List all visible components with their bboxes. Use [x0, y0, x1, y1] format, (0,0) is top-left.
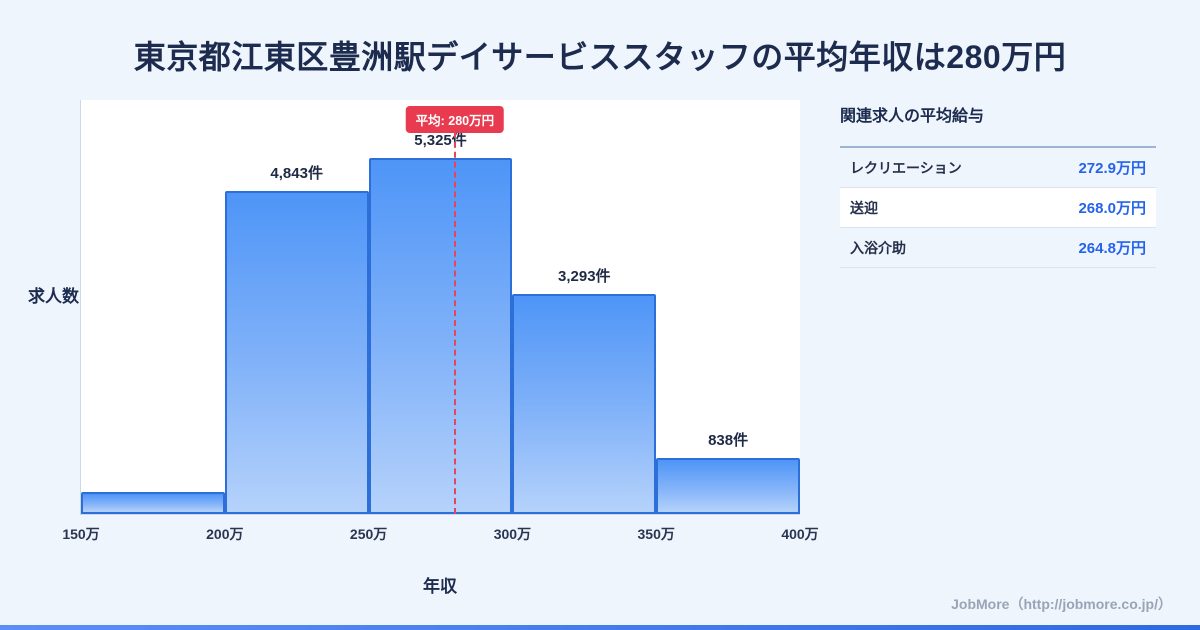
row-label: 入浴介助: [850, 239, 906, 256]
histogram-bar: [656, 458, 800, 514]
x-tick-label: 200万: [206, 526, 244, 542]
x-tick-label: 250万: [349, 526, 388, 542]
x-tick-label: 350万: [637, 526, 675, 542]
y-axis-label: 求人数: [28, 287, 79, 306]
histogram-bar: [512, 294, 657, 514]
x-tick-label: 300万: [493, 526, 532, 542]
bar-count-label: 5,325件: [414, 132, 467, 150]
panel-title: 関連求人の平均給与: [840, 108, 985, 125]
histogram-bar: [224, 190, 369, 514]
panel-table: レクリエーション 272.9万円 送迎 268.0万円 入浴介助 264.8万円: [840, 146, 1156, 268]
page-title: 東京都江東区豊洲駅デイサービススタッフの平均年収は280万円: [133, 39, 1067, 75]
table-row: 送迎 268.0万円: [840, 188, 1156, 228]
bar-count-label: 838件: [708, 432, 749, 450]
table-row: 入浴介助 264.8万円: [840, 228, 1156, 268]
row-value: 264.8万円: [1078, 240, 1146, 257]
bottom-accent-bar: [0, 625, 1200, 630]
table-row: レクリエーション 272.9万円: [840, 148, 1156, 188]
average-badge: 平均: 280万円: [405, 106, 505, 133]
histogram-bar: [368, 158, 513, 514]
row-label: レクリエーション: [850, 159, 962, 176]
bar-count-label: 3,293件: [558, 268, 611, 286]
row-value: 272.9万円: [1078, 160, 1146, 177]
x-tick-label: 150万: [62, 526, 100, 542]
average-line: [453, 132, 456, 514]
histogram-plot: 平均: 280万円 4,843件 5,325件 3,293件 838件 150万 200万…: [62, 100, 819, 542]
jobmore-credit: JobMore（http://jobmore.co.jp/）: [951, 596, 1172, 612]
related-salary-panel: 関連求人の平均給与 レクリエーション 272.9万円 送迎 268.0万円 入浴…: [840, 102, 1156, 268]
x-tick-label: 400万: [781, 526, 819, 542]
histogram-bar: [81, 491, 225, 514]
row-label: 送迎: [850, 199, 878, 216]
x-axis-label: 年収: [423, 577, 457, 596]
row-value: 268.0万円: [1078, 200, 1146, 217]
bar-count-label: 4,843件: [270, 164, 323, 182]
